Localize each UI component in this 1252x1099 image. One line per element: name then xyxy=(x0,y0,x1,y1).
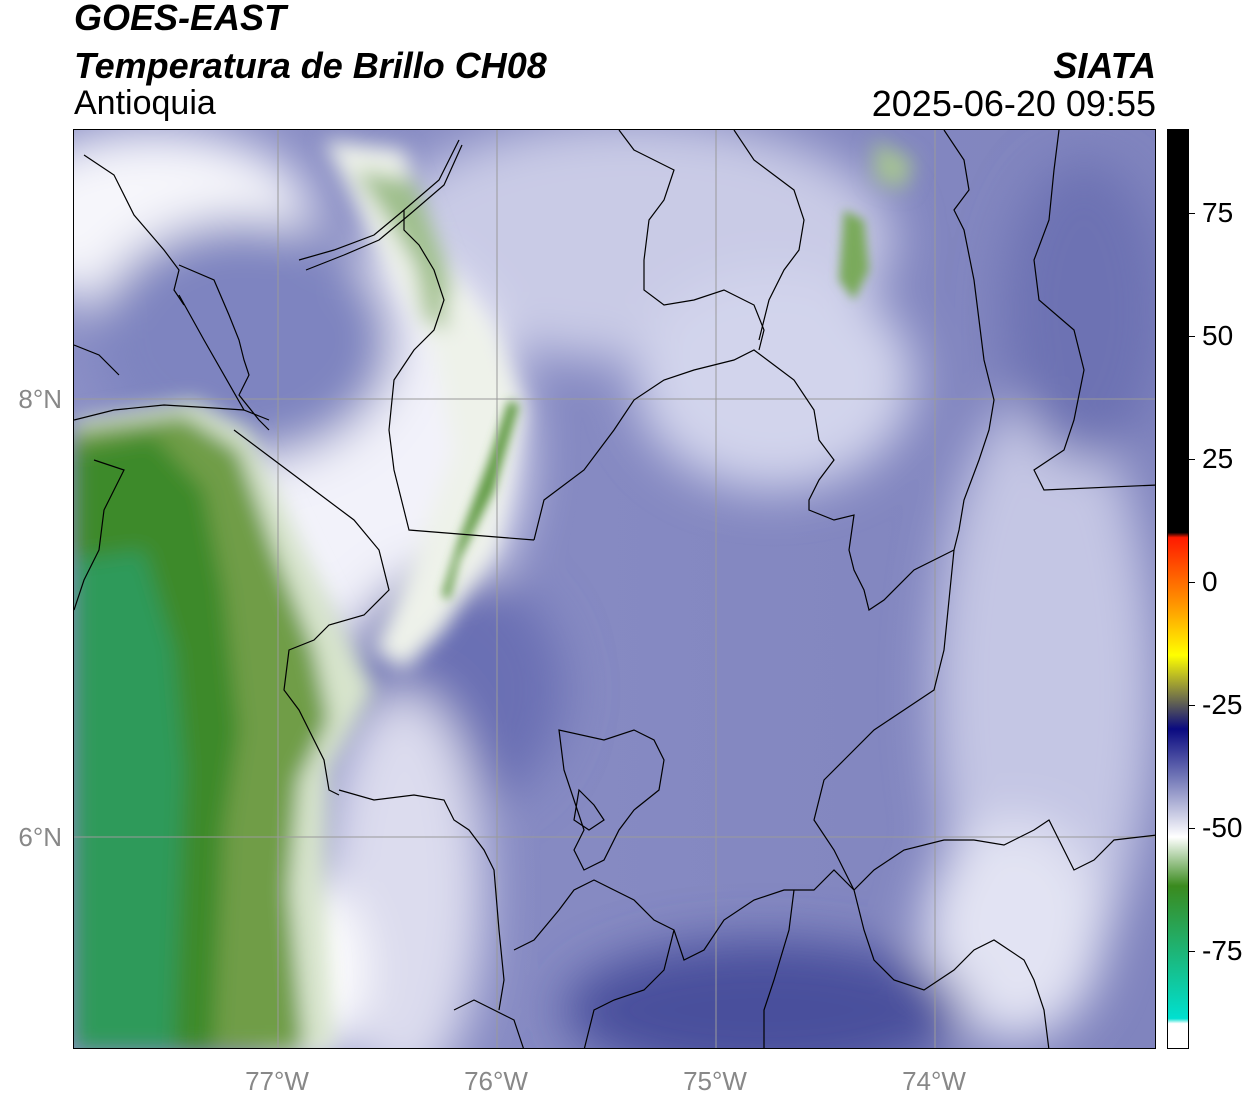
colorbar-tick-label: -75 xyxy=(1202,934,1243,966)
colorbar-tick xyxy=(1189,704,1195,706)
colorbar-tick xyxy=(1189,335,1195,337)
product-title: Temperatura de Brillo CH08 xyxy=(74,45,547,86)
lat-label-6n: 6°N xyxy=(18,822,62,852)
map-panel xyxy=(73,129,1156,1049)
map-canvas xyxy=(74,130,1155,1048)
colorbar-tick-label: -50 xyxy=(1202,811,1243,843)
lat-label-8n: 8°N xyxy=(18,384,62,414)
colorbar-tick-label: 50 xyxy=(1202,319,1234,351)
datetime-label: 2025-06-20 09:55 xyxy=(871,83,1156,124)
lon-label-74w: 74°W xyxy=(902,1066,966,1096)
lon-label-76w: 76°W xyxy=(464,1066,528,1096)
colorbar-tick xyxy=(1189,458,1195,460)
colorbar-tick xyxy=(1189,950,1195,952)
lon-label-75w: 75°W xyxy=(683,1066,747,1096)
boundaries xyxy=(74,130,1155,1048)
colorbar-tick xyxy=(1189,581,1195,583)
colorbar xyxy=(1167,129,1189,1049)
colorbar-tick-label: -25 xyxy=(1202,688,1243,720)
colorbar-tick-label: 75 xyxy=(1202,196,1234,228)
satellite-title: GOES-EAST xyxy=(74,0,287,38)
colorbar-tick xyxy=(1189,827,1195,829)
colorbar-tick-label: 0 xyxy=(1202,565,1218,597)
organization-label: SIATA xyxy=(1053,45,1156,86)
graticule xyxy=(74,130,1155,1048)
region-label: Antioquia xyxy=(74,84,216,122)
colorbar-tick-label: 25 xyxy=(1202,442,1234,474)
lon-label-77w: 77°W xyxy=(245,1066,309,1096)
colorbar-tick xyxy=(1189,212,1195,214)
